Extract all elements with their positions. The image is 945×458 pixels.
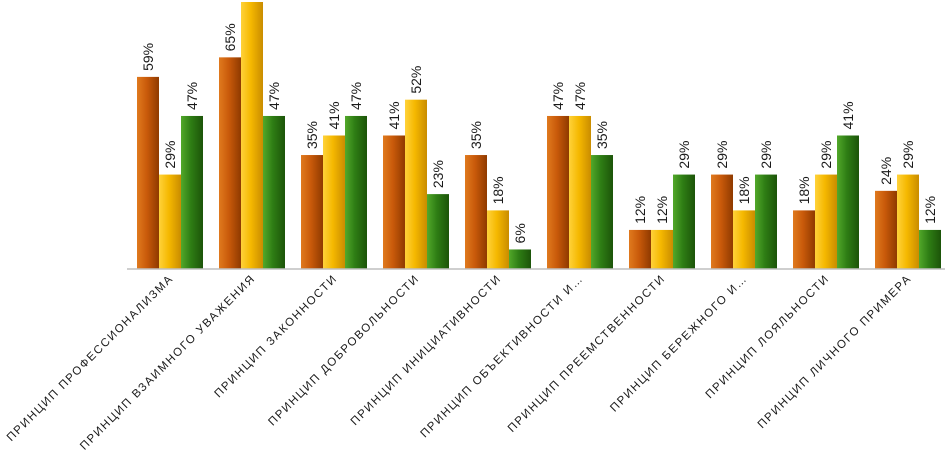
bar-s1-c1 bbox=[137, 76, 159, 269]
data-label-s2-c8: 18% bbox=[736, 176, 752, 204]
category-label-8: ПРИНЦИП БЕРЕЖНОГО И… bbox=[608, 273, 750, 415]
data-label-s2-c1: 29% bbox=[162, 141, 178, 169]
data-label-s1-c3: 35% bbox=[304, 121, 320, 149]
bar-s1-c7 bbox=[629, 229, 651, 269]
data-label-s3-c1: 47% bbox=[184, 82, 200, 110]
bar-s3-c1 bbox=[181, 115, 203, 270]
category-label-2: ПРИНЦИП ВЗАИМНОГО УВАЖЕНИЯ bbox=[78, 273, 258, 453]
bar-s3-c5 bbox=[509, 249, 531, 269]
bar-s2-c10 bbox=[897, 174, 919, 269]
category-label-5: ПРИНЦИП ИНИЦИАТИВНОСТИ bbox=[349, 273, 504, 428]
bar-s2-c6 bbox=[569, 115, 591, 270]
data-label-s2-c3: 41% bbox=[326, 101, 342, 129]
bar-s1-c5 bbox=[465, 155, 487, 269]
bar-s3-c6 bbox=[591, 155, 613, 269]
data-label-s1-c5: 35% bbox=[468, 121, 484, 149]
data-label-s3-c7: 29% bbox=[676, 141, 692, 169]
data-label-s3-c8: 29% bbox=[758, 141, 774, 169]
category-label-1: ПРИНЦИП ПРОФЕССИОНАЛИЗМА bbox=[5, 273, 176, 444]
bar-s1-c6 bbox=[547, 115, 569, 270]
bar-s3-c9 bbox=[837, 135, 859, 269]
bar-s3-c8 bbox=[755, 174, 777, 269]
data-label-s3-c10: 12% bbox=[922, 196, 938, 224]
data-label-s3-c9: 41% bbox=[840, 101, 856, 129]
data-label-s3-c3: 47% bbox=[348, 82, 364, 110]
bar-s1-c2 bbox=[219, 57, 241, 270]
bar-s3-c7 bbox=[673, 174, 695, 269]
bar-s1-c9 bbox=[793, 210, 815, 269]
data-label-s2-c4: 52% bbox=[408, 66, 424, 94]
data-label-s2-c10: 29% bbox=[900, 141, 916, 169]
bar-s2-c9 bbox=[815, 174, 837, 269]
data-label-s1-c4: 41% bbox=[386, 101, 402, 129]
data-label-s3-c5: 6% bbox=[512, 223, 528, 243]
category-label-10: ПРИНЦИП ЛИЧНОГО ПРИМЕРА bbox=[756, 273, 914, 431]
category-label-4: ПРИНЦИП ДОБРОВОЛЬНОСТИ bbox=[266, 273, 422, 429]
bar-s1-c3 bbox=[301, 155, 323, 269]
data-label-s1-c7: 12% bbox=[632, 196, 648, 224]
data-label-s2-c7: 12% bbox=[654, 196, 670, 224]
data-label-s3-c6: 35% bbox=[594, 121, 610, 149]
data-label-s1-c10: 24% bbox=[878, 157, 894, 185]
data-label-s1-c9: 18% bbox=[796, 176, 812, 204]
data-label-s2-c9: 29% bbox=[818, 141, 834, 169]
data-label-s2-c6: 47% bbox=[572, 82, 588, 110]
bar-s2-c7 bbox=[651, 229, 673, 269]
category-label-7: ПРИНЦИП ПРЕЕМСТВЕННОСТИ bbox=[506, 273, 668, 435]
data-label-s3-c4: 23% bbox=[430, 160, 446, 188]
data-label-s1-c6: 47% bbox=[550, 82, 566, 110]
bar-s2-c4 bbox=[405, 99, 427, 270]
bar-s2-c8 bbox=[733, 210, 755, 269]
category-label-6: ПРИНЦИП ОБЪЕКТИВНОСТИ И… bbox=[418, 273, 586, 441]
data-label-s3-c2: 47% bbox=[266, 82, 282, 110]
data-label-s1-c1: 59% bbox=[140, 43, 156, 71]
bar-s1-c8 bbox=[711, 174, 733, 269]
bar-s1-c10 bbox=[875, 190, 897, 269]
bar-s2-c5 bbox=[487, 210, 509, 269]
bar-s2-c2 bbox=[241, 2, 263, 269]
bar-s3-c10 bbox=[919, 229, 941, 269]
data-label-s1-c8: 29% bbox=[714, 141, 730, 169]
bar-s2-c1 bbox=[159, 174, 181, 269]
bars-layer bbox=[137, 2, 941, 270]
data-label-s1-c2: 65% bbox=[222, 23, 238, 51]
data-label-s2-c5: 18% bbox=[490, 176, 506, 204]
data-labels-layer: 59% 29% 47% 65% 47% 35% 41% 47% 41% 52% 23% 35% 18% 6… bbox=[140, 23, 938, 243]
bar-s3-c2 bbox=[263, 115, 285, 270]
bar-s1-c4 bbox=[383, 135, 405, 269]
bar-s3-c4 bbox=[427, 194, 449, 269]
bar-s2-c3 bbox=[323, 135, 345, 269]
bar-s3-c3 bbox=[345, 115, 367, 270]
